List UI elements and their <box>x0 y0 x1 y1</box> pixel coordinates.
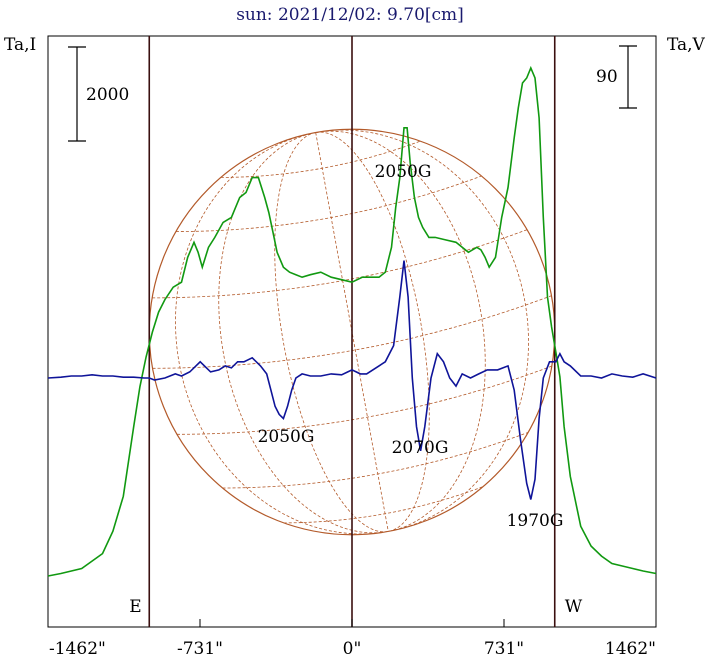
chart-title: sun: 2021/12/02: 9.70[cm] <box>236 5 464 25</box>
x-tick-label: -731" <box>177 639 223 659</box>
longitude-line <box>274 132 389 533</box>
annotation-label: 2050G <box>375 162 432 182</box>
x-tick-label: 0" <box>343 639 362 659</box>
latitude-line <box>175 175 482 232</box>
x-tick-label: -1462" <box>49 639 106 659</box>
right-scale-bar: 90 <box>596 45 637 109</box>
longitude-line <box>315 130 486 532</box>
left-scale-value: 2000 <box>86 85 129 105</box>
longitude-line <box>315 129 529 532</box>
x-tick-label: 1462" <box>605 639 656 659</box>
intensity-line <box>47 65 657 577</box>
left-axis-label: Ta,I <box>4 35 36 55</box>
longitude-line <box>218 132 389 534</box>
annotation-label: 2050G <box>258 427 315 447</box>
right-axis-label: Ta,V <box>667 35 706 55</box>
limb-label-e: E <box>129 597 141 617</box>
left-scale-bar: 2000 <box>68 46 129 142</box>
annotation-label: 2070G <box>392 438 449 458</box>
longitude-line <box>175 132 389 535</box>
circular-polarization-line <box>47 260 657 500</box>
latitude-line <box>176 365 552 435</box>
latitude-line <box>152 295 552 369</box>
x-tick-label: 731" <box>484 639 524 659</box>
limb-label-w: W <box>565 597 583 617</box>
annotation-label: 1970G <box>507 511 564 531</box>
right-scale-value: 90 <box>596 67 618 87</box>
